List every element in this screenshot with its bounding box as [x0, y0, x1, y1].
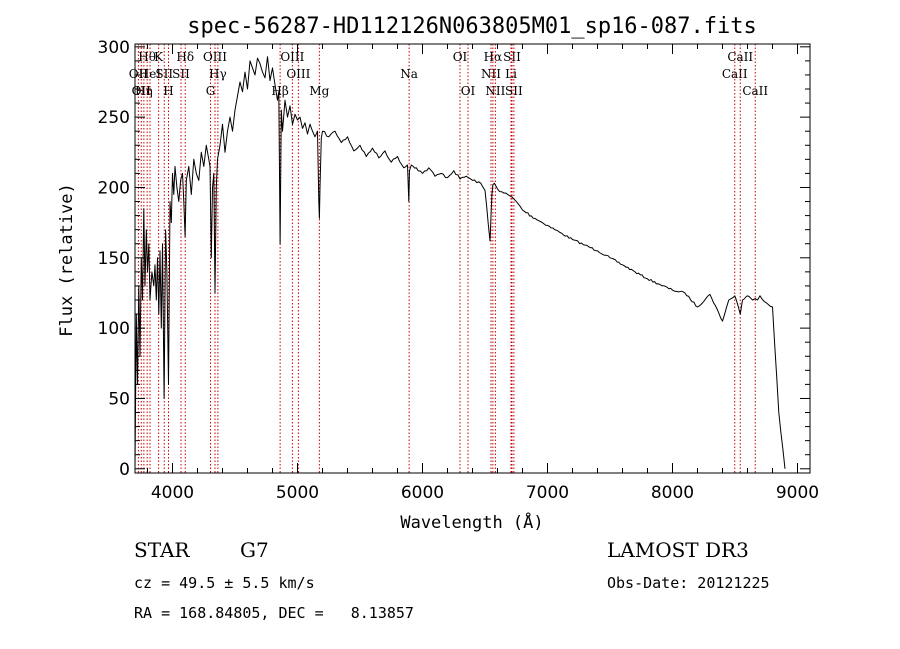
object-type: STAR — [134, 538, 190, 562]
x-tick-label: 5000 — [276, 483, 319, 503]
survey-name: LAMOST DR3 — [607, 538, 749, 562]
line-marker-label: Hγ — [209, 67, 227, 81]
line-marker-label: Hα — [484, 50, 503, 64]
line-marker-label: NII — [481, 67, 501, 81]
y-tick-label: 250 — [98, 108, 130, 128]
line-marker-label: OI — [453, 50, 468, 64]
line-marker-label: NII — [485, 84, 505, 98]
line-marker-label: Hβ — [271, 84, 288, 98]
x-tick-label: 8000 — [651, 483, 694, 503]
y-tick-label: 50 — [108, 389, 130, 409]
line-marker-label: OIII — [203, 50, 227, 64]
x-axis-label: Wavelength (Å) — [400, 511, 543, 533]
line-marker-label: H — [163, 84, 173, 98]
spectral-subclass: G7 — [240, 538, 269, 562]
line-marker-label: OIII — [286, 67, 310, 81]
x-tick-label: 9000 — [776, 483, 819, 503]
x-tick-label: 7000 — [526, 483, 569, 503]
line-marker-label: Hη — [135, 84, 153, 98]
line-marker-label: Hδ — [176, 50, 194, 64]
y-tick-label: 300 — [98, 38, 130, 58]
line-marker-label: OII — [132, 84, 152, 98]
line-marker-label: Mg — [309, 84, 329, 98]
y-axis-label: Flux (relative) — [57, 183, 77, 337]
redshift-value: cz = 49.5 ± 5.5 km/s — [134, 574, 315, 592]
x-tick-label: 4000 — [151, 483, 194, 503]
y-tick-label: 0 — [119, 460, 130, 480]
line-marker-label: CaII — [742, 84, 768, 98]
x-tick-label: 6000 — [401, 483, 444, 503]
line-marker-label: K — [154, 50, 164, 64]
line-marker-label: G — [206, 84, 216, 98]
line-marker-label: SII — [505, 84, 523, 98]
line-marker-label: SII — [503, 50, 521, 64]
line-marker-label: SII — [172, 67, 190, 81]
line-marker-label: OI — [461, 84, 476, 98]
line-marker-label: CaII — [722, 67, 748, 81]
observation-date: Obs-Date: 20121225 — [607, 574, 770, 592]
line-marker-label: CaII — [727, 50, 753, 64]
line-marker-label: OII — [129, 67, 149, 81]
y-tick-label: 100 — [98, 319, 130, 339]
y-tick-label: 200 — [98, 178, 130, 198]
line-marker-label: Hθ — [138, 50, 156, 64]
line-marker-label: OIII — [280, 50, 304, 64]
y-tick-label: 150 — [98, 249, 130, 269]
chart-title: spec-56287-HD112126N063805M01_sp16-087.f… — [187, 14, 757, 39]
line-marker-label: HeI — [139, 67, 162, 81]
coordinates: RA = 168.84805, DEC = 8.13857 — [134, 604, 414, 622]
spectrum-line — [134, 56, 786, 469]
plot-frame — [134, 43, 811, 474]
line-marker-label: Na — [400, 67, 418, 81]
line-marker-label: Li — [505, 67, 517, 81]
line-marker-label: SII — [155, 67, 173, 81]
